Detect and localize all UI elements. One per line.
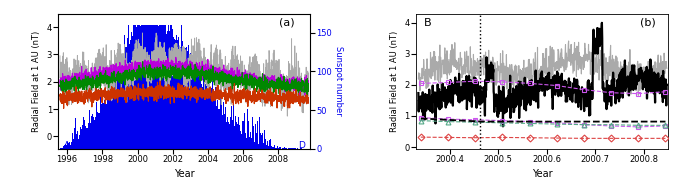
X-axis label: Year: Year <box>174 169 195 179</box>
Text: D: D <box>298 141 305 150</box>
Text: (b): (b) <box>640 18 656 28</box>
Y-axis label: Sunspot number: Sunspot number <box>334 46 343 116</box>
Text: A: A <box>64 141 70 150</box>
Text: B: B <box>423 18 431 28</box>
Y-axis label: Radial Field at 1 AU (nT): Radial Field at 1 AU (nT) <box>32 30 41 132</box>
Y-axis label: Radial Field at 1 AU (nT): Radial Field at 1 AU (nT) <box>390 30 399 132</box>
Text: B: B <box>143 114 149 123</box>
Text: C: C <box>214 122 220 131</box>
X-axis label: Year: Year <box>532 169 552 179</box>
Text: (a): (a) <box>279 18 295 28</box>
